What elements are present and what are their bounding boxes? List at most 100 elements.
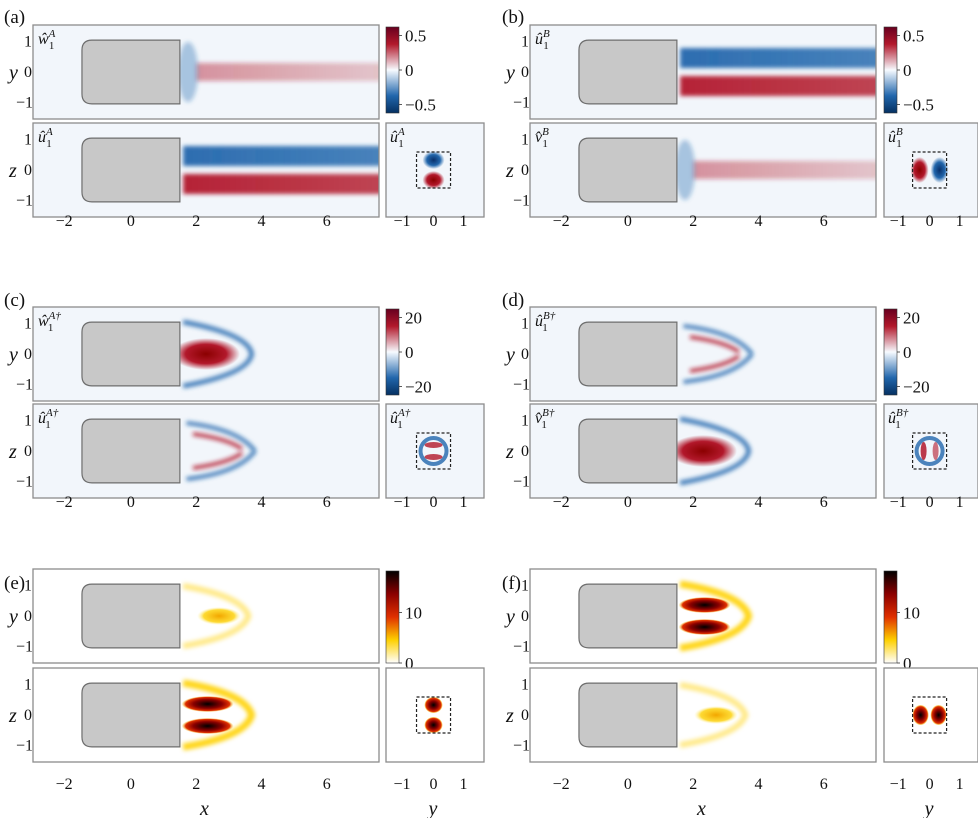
y-tick-label: 1 <box>521 677 529 694</box>
inset-x-tick-label: 1 <box>460 213 468 230</box>
inset-frame <box>883 122 978 218</box>
y-tick-label: 0 <box>521 346 529 363</box>
plot-frame <box>32 403 380 499</box>
bluff-body-shape <box>578 418 678 484</box>
x-tick-label: 6 <box>820 776 828 793</box>
y-tick-label: 1 <box>24 578 32 595</box>
x-tick-label: 0 <box>127 776 135 793</box>
adjoint-arc-upper <box>683 324 754 356</box>
y-tick-label: 0 <box>24 443 32 460</box>
inset-dot-upper <box>424 697 443 713</box>
panel-label: (a) <box>4 7 25 28</box>
sensitivity-arc <box>679 580 753 652</box>
inset-x-tick-label: 1 <box>956 213 964 230</box>
sensitivity-core <box>694 706 739 724</box>
y-tick-label: −1 <box>513 376 530 393</box>
subplot-top: 1 0 −1 y <box>504 568 877 664</box>
adjoint-arc <box>679 416 752 486</box>
subplot-top: ûB 1 1 0 −1 y <box>504 24 877 120</box>
colorbar <box>385 308 400 396</box>
component-label: v̂B 1 <box>535 126 549 150</box>
inset-x-tick-label: 1 <box>956 776 964 793</box>
subplot-bottom: 1 0 −1 z <box>8 667 380 763</box>
x-tick-label: 2 <box>192 494 200 511</box>
wake-lobe-upper <box>680 48 876 68</box>
inset-lobe-lower <box>422 171 445 189</box>
subplot-bottom: v̂B† 1 1 0 −1 z <box>505 403 877 499</box>
bluff-body-shape <box>578 39 678 105</box>
inset-x-tick-label: 0 <box>430 213 438 230</box>
x-tick-label: 2 <box>689 494 697 511</box>
component-label: ŵA 1 <box>38 28 56 52</box>
subplot-top: ûB† 1 1 0 −1 y <box>504 306 877 402</box>
plot-frame <box>32 24 380 120</box>
y-axis-label: y <box>7 62 18 84</box>
y-axis-label: y <box>504 344 515 366</box>
inset-x-tick-label: −1 <box>890 776 907 793</box>
inset-plot: ûA 1 <box>385 122 485 218</box>
field-contours <box>679 682 749 748</box>
y-axis-label: y <box>504 62 515 84</box>
colorbar-tick-label: 0 <box>903 61 912 80</box>
panel-b: (b)ûB 110−1yv̂B 110−1z0.50−0.5ûB 1−2 0 2 4 6 −1 0… <box>502 7 978 230</box>
x-tick-label: −2 <box>56 213 73 230</box>
inset-ring-red-lower <box>424 454 443 460</box>
colorbar-tick-label: 0 <box>903 343 912 362</box>
panel-label: (d) <box>502 290 524 311</box>
panel-label: (f) <box>502 573 521 594</box>
subplot-top: ŵA† 1 1 0 −1 y <box>7 306 380 402</box>
bluff-body-shape <box>81 39 181 105</box>
x-axis-label: x <box>199 798 209 818</box>
component-label: ûA 1 <box>390 126 405 150</box>
inset-x-tick-label: 1 <box>460 776 468 793</box>
x-tick-label: −2 <box>553 494 570 511</box>
x-tick-label: 2 <box>192 213 200 230</box>
y-axis-label: z <box>8 160 17 182</box>
y-axis-label: z <box>505 160 514 182</box>
x-tick-label: 2 <box>689 776 697 793</box>
colorbar-tick-label: 10 <box>903 603 920 622</box>
component-label: ûB 1 <box>888 126 903 150</box>
sensitivity-arc <box>182 679 256 751</box>
inset-x-tick-label: 0 <box>926 776 934 793</box>
colorbar-tick-label: 0.5 <box>903 27 924 46</box>
y-tick-label: 1 <box>521 578 529 595</box>
y-tick-label: −1 <box>513 638 530 655</box>
colorbar-tick-label: −20 <box>405 377 432 396</box>
x-tick-label: 6 <box>820 494 828 511</box>
y-tick-label: −1 <box>16 473 33 490</box>
field-contours <box>669 416 752 486</box>
adjoint-core <box>172 338 240 370</box>
y-axis-label: z <box>8 441 17 463</box>
inset-frame <box>385 667 485 763</box>
x-tick-label: 6 <box>323 213 331 230</box>
x-tick-label: 6 <box>323 776 331 793</box>
inset-x-tick-label: −1 <box>890 213 907 230</box>
subplot-top: 1 0 −1 y <box>7 568 380 664</box>
inset-plot <box>385 667 485 763</box>
adjoint-arc-lower <box>186 449 257 481</box>
y-tick-label: 0 <box>24 346 32 363</box>
adjoint-arc <box>182 319 255 389</box>
inset-plot <box>883 667 978 763</box>
colorbar-tick-label: 0 <box>405 61 414 80</box>
inset-x-tick-label: 0 <box>926 213 934 230</box>
inset-plot: ûA† 1 <box>385 403 485 499</box>
y-tick-label: 0 <box>521 64 529 81</box>
inset-plot: ûB† 1 <box>883 403 978 499</box>
colorbar-tick-label: 0 <box>903 654 912 673</box>
field-contours <box>181 679 256 751</box>
x-tick-label: 2 <box>689 213 697 230</box>
sensitivity-arc <box>679 682 749 748</box>
y-tick-label: 0 <box>521 443 529 460</box>
inset-lobe-upper <box>422 151 445 169</box>
field-contours <box>678 580 753 652</box>
component-label: v̂B† 1 <box>535 407 555 431</box>
inset-dashed-box <box>911 696 948 734</box>
plot-frame <box>529 667 877 763</box>
sensitivity-lobe-upper <box>678 597 731 613</box>
x-tick-label: 4 <box>754 494 762 511</box>
x-tick-label: −2 <box>56 494 73 511</box>
